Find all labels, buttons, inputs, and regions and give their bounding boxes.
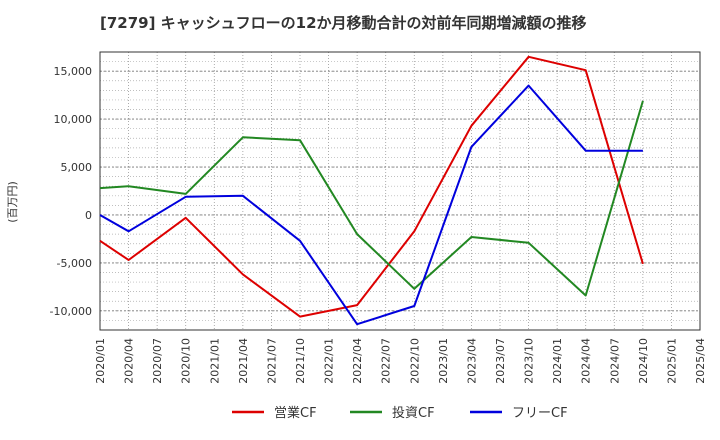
legend-label: 営業CF	[274, 405, 317, 421]
x-tick-label: 2024/10	[637, 338, 650, 384]
x-tick-label: 2020/10	[180, 338, 193, 384]
plot-area: 15,000 10,000 5,000 0 -5,000 -10,000 2020/01 20…	[50, 51, 707, 384]
y-tick-label: 10,000	[54, 113, 93, 126]
y-tick-label: 5,000	[61, 161, 93, 174]
series-line	[99, 100, 644, 297]
x-tick-label: 2024/07	[608, 338, 621, 384]
x-tick-label: 2020/04	[123, 338, 136, 384]
y-tick-label: -10,000	[50, 305, 92, 318]
x-tick-label: 2022/01	[323, 338, 336, 384]
x-tick-label: 2022/04	[351, 338, 364, 384]
x-tick-label: 2021/07	[265, 338, 278, 384]
plot-frame	[99, 51, 701, 331]
x-tick-label: 2024/01	[551, 338, 564, 384]
x-tick-label: 2022/07	[380, 338, 393, 384]
series-line	[99, 84, 643, 326]
legend-label: フリーCF	[512, 406, 568, 421]
x-tick-label: 2021/01	[208, 338, 221, 384]
x-tick-label: 2022/10	[408, 338, 421, 384]
x-tick-label: 2023/04	[465, 338, 478, 384]
legend-label: 投資CF	[392, 405, 435, 421]
legend: 営業CF 投資CF フリーCF	[232, 405, 568, 421]
x-tick-label: 2021/04	[237, 338, 250, 384]
x-tick-label: 2025/04	[694, 338, 707, 384]
y-tick-label: 15,000	[54, 65, 93, 78]
x-tick-label: 2020/01	[94, 338, 107, 384]
plot-background	[100, 52, 700, 330]
x-tick-label: 2020/07	[151, 338, 164, 384]
x-tick-label: 2023/07	[494, 338, 507, 384]
y-tick-label: 0	[85, 209, 92, 222]
chart-title: [7279] キャッシュフローの12か月移動合計の対前年同期増減額の推移	[100, 14, 587, 32]
x-tick-label: 2023/01	[437, 338, 450, 384]
y-axis-label: (百万円)	[6, 181, 19, 223]
x-tick-label: 2025/01	[665, 338, 678, 384]
x-tick-label: 2021/10	[294, 338, 307, 384]
series-line	[99, 55, 644, 318]
x-tick-label: 2024/04	[580, 338, 593, 384]
y-tick-label: -5,000	[57, 257, 92, 270]
x-tick-label: 2023/10	[523, 338, 536, 384]
